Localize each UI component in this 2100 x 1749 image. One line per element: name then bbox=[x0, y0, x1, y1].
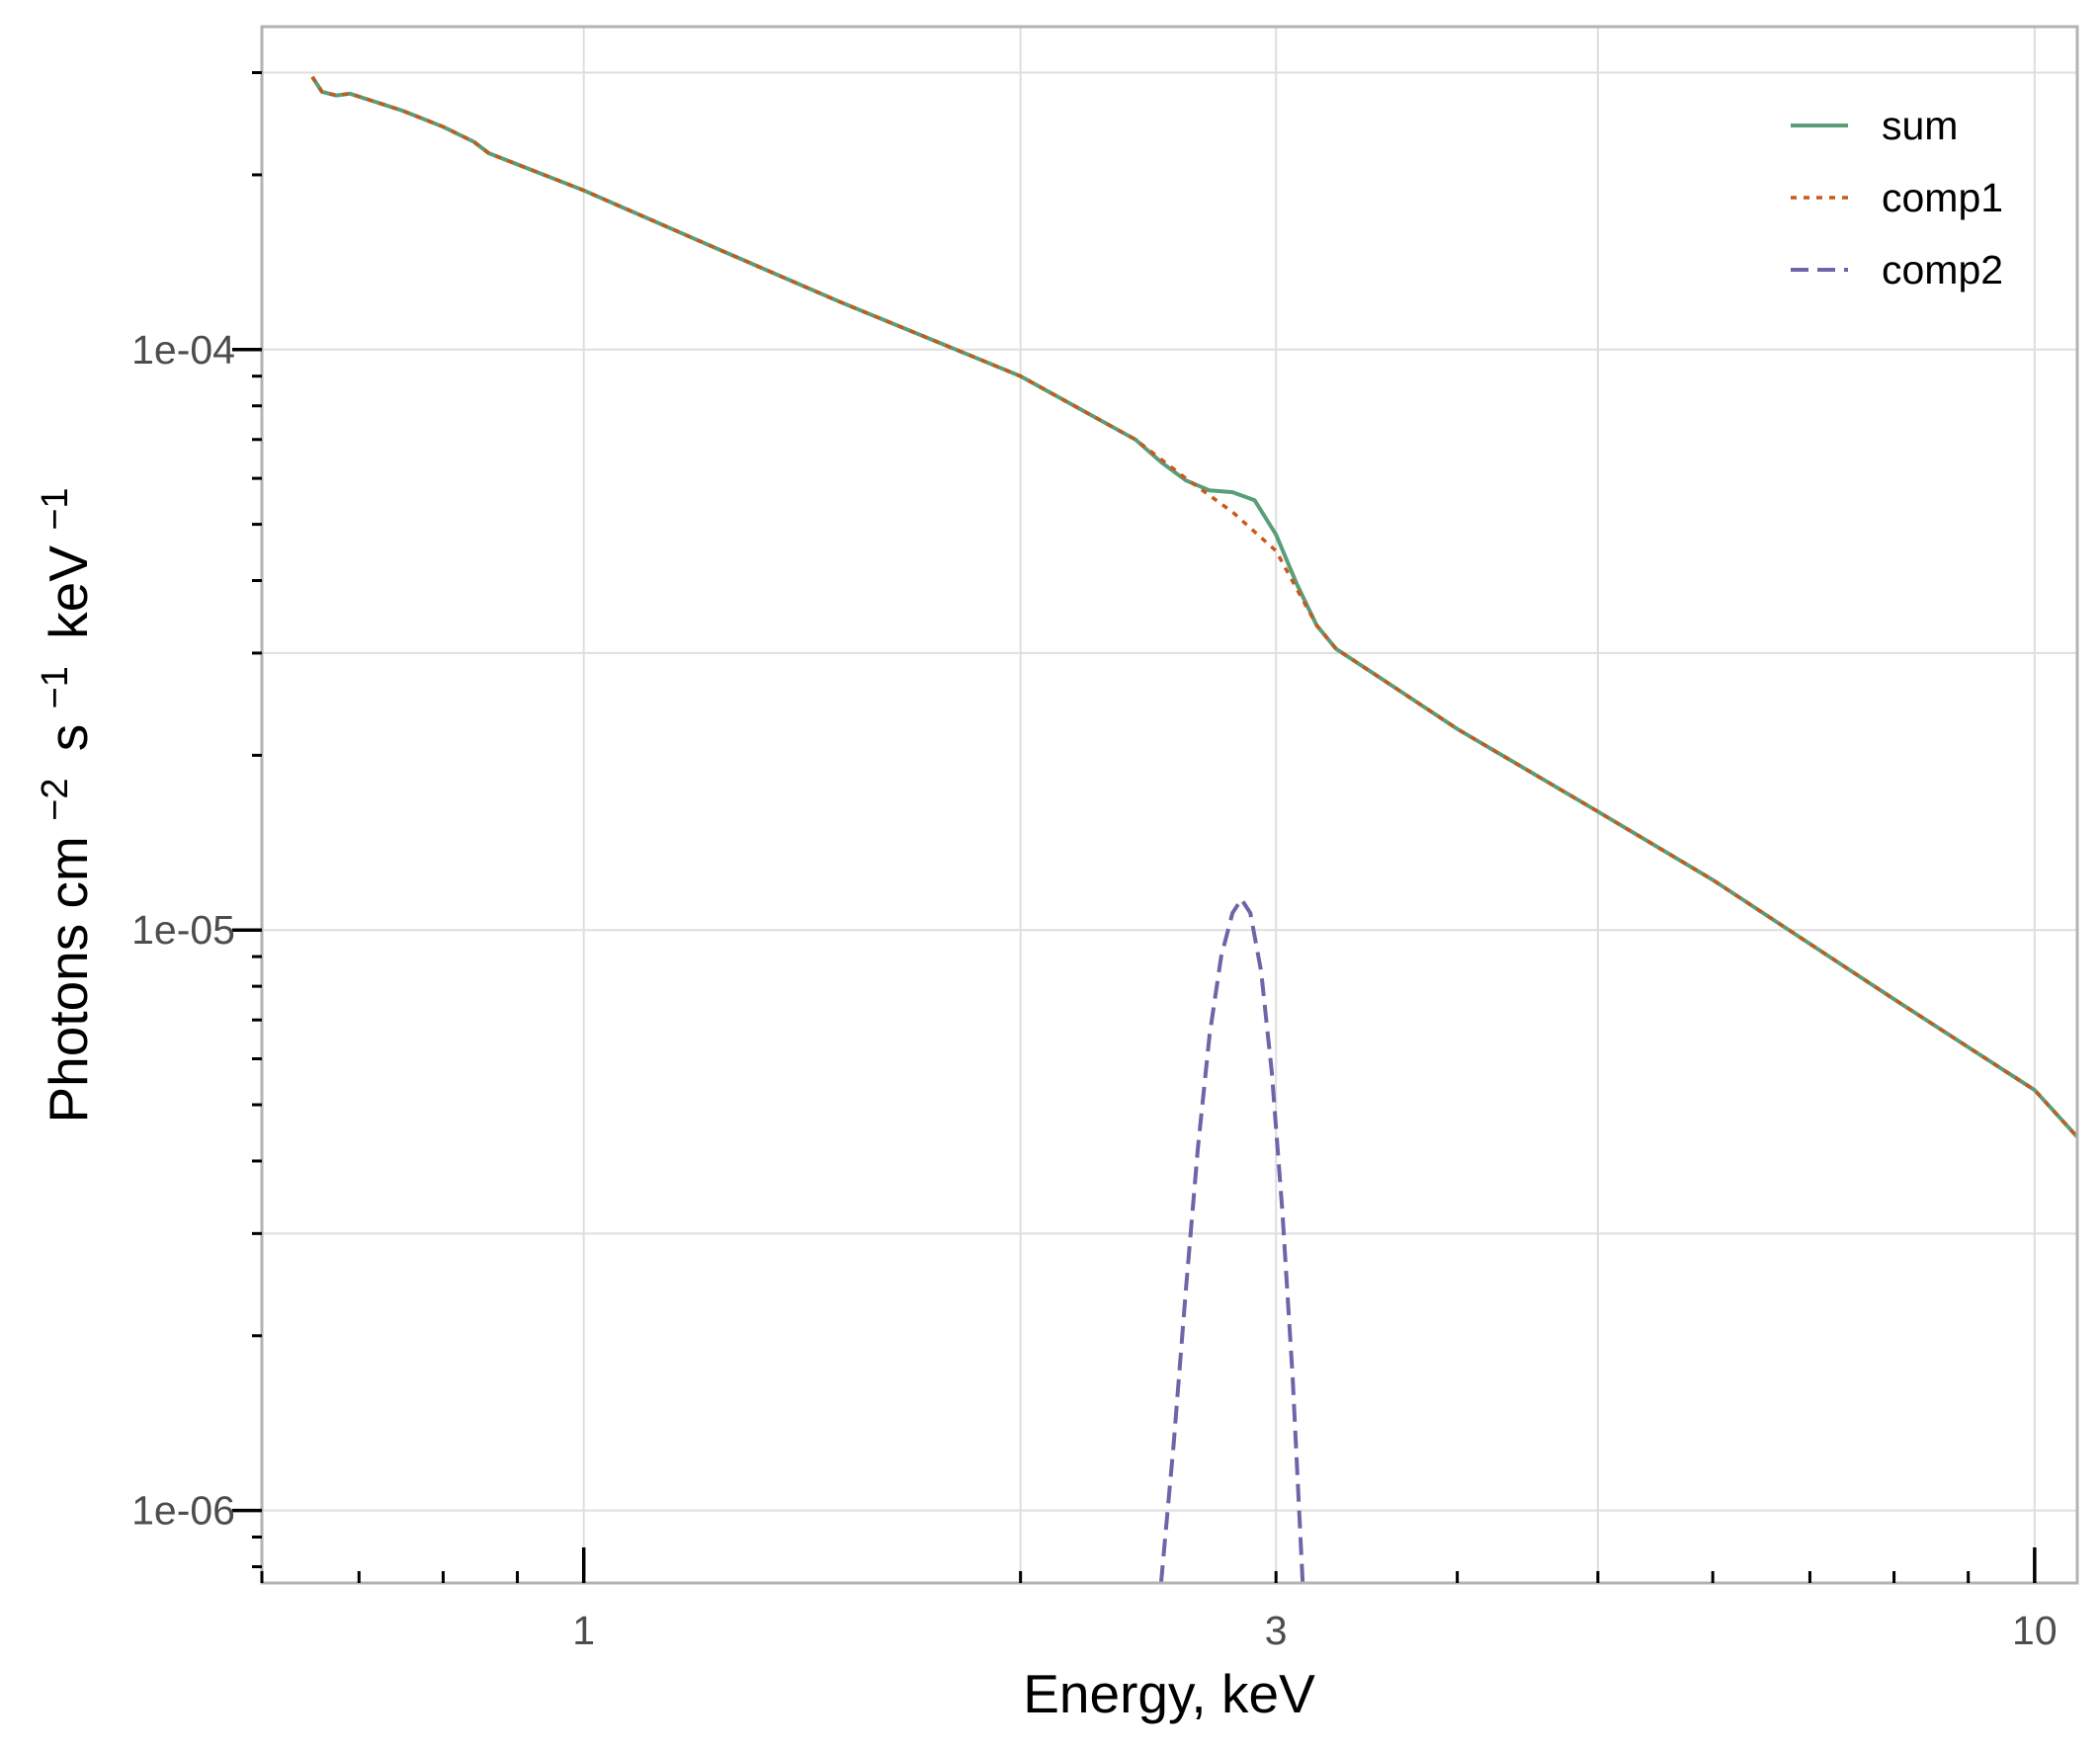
plot-panel-border bbox=[260, 25, 2079, 1585]
legend-label-comp1: comp1 bbox=[1882, 175, 2003, 220]
y-axis-title: Photons cm −2 s −1 keV −1 bbox=[18, 487, 99, 1123]
x-tick-label: 10 bbox=[2012, 1608, 2058, 1653]
axis-ticks bbox=[232, 71, 2037, 1583]
series-lines bbox=[310, 75, 2077, 1583]
grid bbox=[262, 27, 2077, 1583]
y-axis-title-part-2: s bbox=[38, 724, 99, 752]
tick-labels: 1e-06 1e-05 1e-04 1 3 10 bbox=[131, 327, 2058, 1653]
legend: sum comp1 comp2 bbox=[1791, 103, 2003, 292]
y-axis-title-exponent-3: −1 bbox=[35, 487, 76, 530]
y-tick-label: 1e-05 bbox=[131, 907, 235, 953]
x-tick-label: 1 bbox=[572, 1608, 595, 1653]
x-tick-label: 3 bbox=[1265, 1608, 1288, 1653]
x-axis-title: Energy, keV bbox=[1023, 1663, 1315, 1724]
y-tick-label: 1e-06 bbox=[131, 1488, 235, 1534]
y-axis-title-part-3: keV bbox=[38, 545, 99, 639]
legend-label-sum: sum bbox=[1882, 103, 1958, 148]
series-line-comp2 bbox=[1158, 897, 1305, 1583]
legend-label-comp2: comp2 bbox=[1882, 247, 2003, 292]
y-tick-label: 1e-04 bbox=[131, 327, 235, 373]
y-axis-title-exponent-2: −1 bbox=[35, 666, 76, 708]
y-axis-title-part-1: Photons cm bbox=[38, 836, 99, 1123]
y-axis-title-exponent-1: −2 bbox=[35, 779, 76, 821]
series-line-comp1 bbox=[310, 75, 2077, 1138]
series-line-sum bbox=[310, 75, 2077, 1138]
